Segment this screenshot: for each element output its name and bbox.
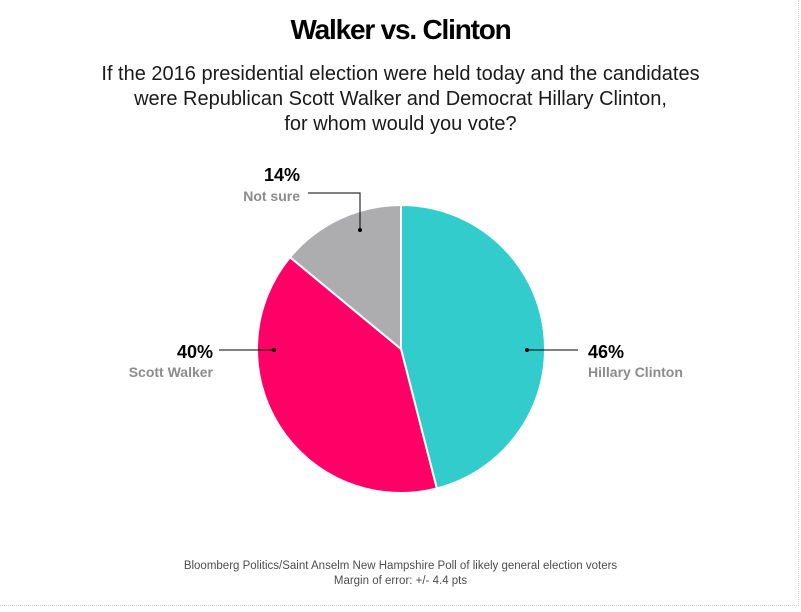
- clinton-leader-dot: [525, 348, 529, 352]
- not-sure-leader-line: [308, 192, 361, 230]
- walker-leader-dot: [272, 348, 276, 352]
- not-sure-leader-dot: [358, 228, 362, 232]
- chart-title: Walker vs. Clinton: [290, 14, 511, 45]
- walker-label: 40% Scott Walker: [129, 342, 276, 380]
- not-sure-label: 14% Not sure: [243, 165, 362, 232]
- walker-name: Scott Walker: [129, 364, 214, 380]
- not-sure-name: Not sure: [243, 188, 300, 204]
- clinton-percent: 46%: [588, 342, 624, 362]
- pie-slices: [256, 204, 547, 494]
- clinton-name: Hillary Clinton: [588, 364, 683, 380]
- source-line: Bloomberg Politics/Saint Anselm New Hamp…: [183, 560, 618, 572]
- walker-slice: [256, 256, 438, 494]
- source-note: Bloomberg Politics/Saint Anselm New Hamp…: [0, 559, 801, 589]
- subtitle-line: for whom would you vote?: [284, 113, 517, 135]
- not-sure-percent: 14%: [264, 165, 300, 185]
- margin-of-error: Margin of error: +/- 4.4 pts: [333, 575, 468, 587]
- subtitle-line: If the 2016 presidential election were h…: [101, 63, 700, 85]
- subtitle-line: were Republican Scott Walker and Democra…: [134, 88, 667, 110]
- chart-subtitle: If the 2016 presidential election were h…: [50, 62, 751, 137]
- walker-percent: 40%: [177, 342, 213, 362]
- clinton-slice: [400, 204, 547, 490]
- clinton-label: 46% Hillary Clinton: [525, 342, 683, 380]
- not-sure-slice: [289, 204, 402, 350]
